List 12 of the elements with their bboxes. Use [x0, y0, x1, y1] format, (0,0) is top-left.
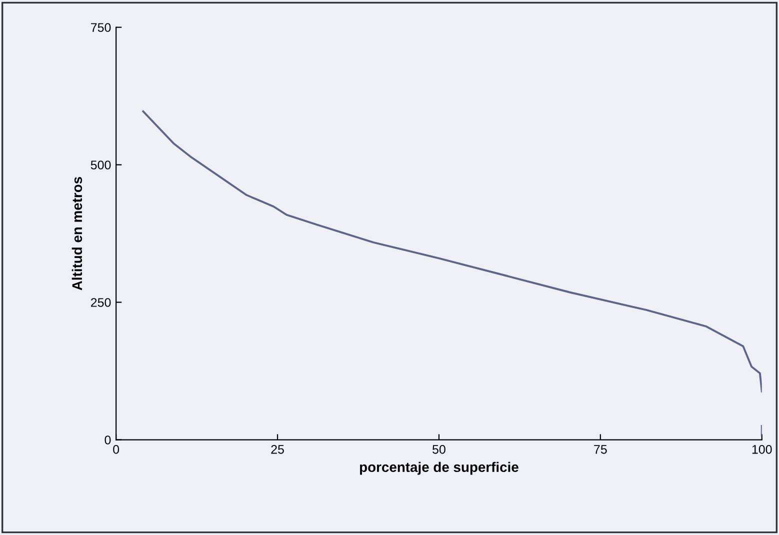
y-tick-label: 250	[90, 298, 111, 307]
x-tick-label: 100	[752, 444, 772, 454]
y-tick-label: 0	[104, 436, 111, 444]
y-axis-title: Altitud en metros	[72, 176, 82, 290]
x-tick-label: 0	[113, 444, 120, 454]
x-tick-label: 75	[594, 445, 607, 454]
x-tick-label: 25	[271, 444, 284, 454]
line-series	[142, 110, 762, 392]
x-axis-title: porcentaje de superficie	[360, 462, 518, 475]
x-tick-label: 50	[432, 444, 446, 454]
y-tick-label: 500	[90, 160, 111, 170]
y-tick-label: 750	[90, 23, 111, 32]
